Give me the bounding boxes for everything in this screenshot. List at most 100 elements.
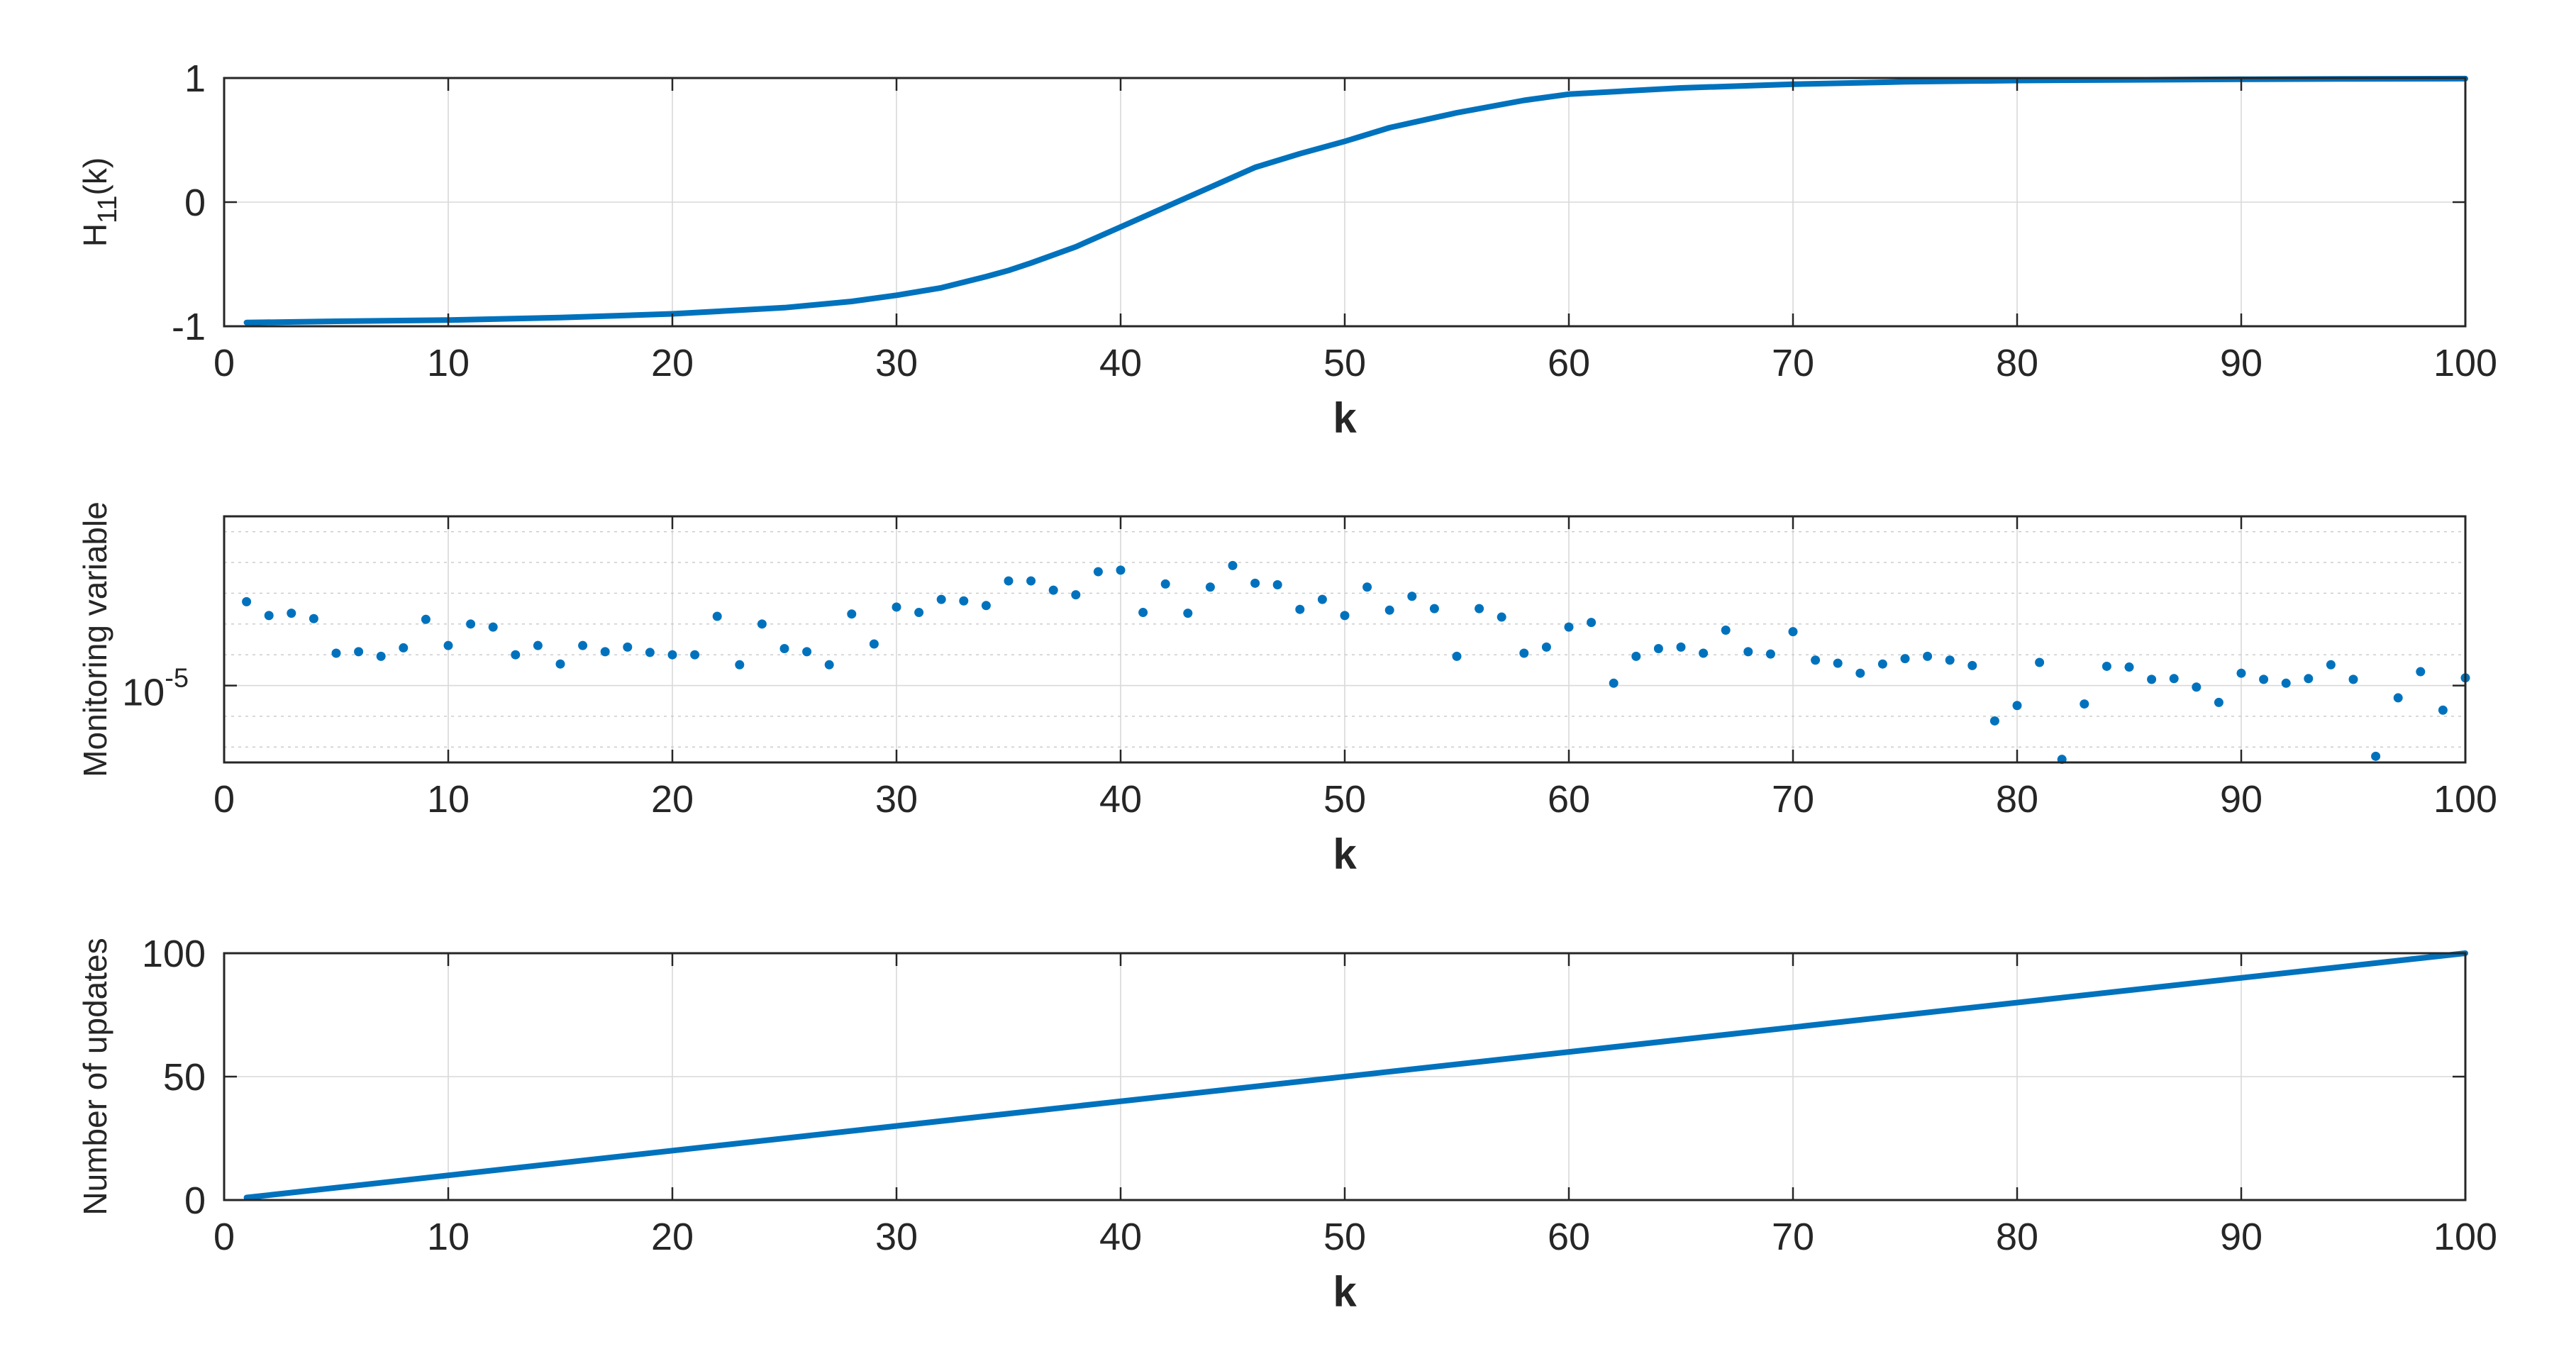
monitoring-data-point [645, 648, 655, 657]
monitoring-data-point [1295, 604, 1305, 614]
monitoring-y-tick-base: 10 [122, 672, 165, 714]
monitoring-data-point [264, 611, 274, 621]
monitoring-data-point [1765, 649, 1775, 659]
monitoring-data-point [667, 650, 677, 660]
monitoring-data-point [2259, 674, 2269, 684]
monitoring-data-point [1609, 678, 1619, 688]
monitoring-data-point [712, 611, 722, 621]
h11-x-tick-label: 70 [1772, 342, 1814, 384]
monitoring-x-tick-label: 20 [651, 778, 694, 821]
updates-axes: 0 10 20 30 40 50 60 70 80 90 100 0 50 100 k Number of… [77, 933, 2497, 1316]
monitoring-series [242, 560, 2470, 765]
monitoring-data-point [2371, 751, 2381, 761]
monitoring-data-point [2080, 699, 2089, 709]
h11-axes: 0 10 20 30 40 50 60 70 80 90 100-101 k H11(k) [77, 57, 2497, 442]
monitoring-data-point [1631, 651, 1641, 661]
monitoring-data-point [1721, 625, 1731, 635]
monitoring-data-point [2012, 701, 2022, 711]
h11-x-tick-label: 0 [213, 342, 235, 384]
monitoring-data-point [1541, 642, 1551, 652]
h11-y-axis-label-base: H [77, 223, 113, 247]
monitoring-data-point [309, 613, 318, 623]
monitoring-data-point [600, 647, 610, 657]
updates-x-tick-label: 10 [427, 1216, 470, 1258]
monitoring-data-point [757, 619, 767, 629]
monitoring-data-point [1811, 655, 1821, 665]
monitoring-data-point [1116, 565, 1126, 575]
monitoring-data-point [1587, 618, 1597, 628]
monitoring-data-point [914, 608, 924, 618]
monitoring-data-point [1272, 580, 1282, 590]
monitoring-data-point [443, 640, 453, 650]
monitoring-y-tick-exponent: -5 [165, 664, 189, 694]
monitoring-x-tick-label: 0 [213, 778, 235, 821]
monitoring-y-tick-label: 10-5 [122, 664, 189, 714]
h11-x-tick-label: 80 [1996, 342, 2038, 384]
monitoring-data-point [511, 650, 521, 660]
updates-series-line [243, 950, 2468, 1201]
monitoring-data-point [1160, 579, 1170, 589]
monitoring-data-point [2102, 661, 2111, 671]
monitoring-data-point [1452, 651, 1462, 661]
monitoring-data-point [354, 647, 364, 657]
monitoring-data-point [623, 642, 633, 652]
monitoring-data-point [779, 644, 789, 654]
monitoring-data-point [242, 596, 252, 606]
updates-x-tick-label: 60 [1548, 1216, 1590, 1258]
monitoring-x-axis-label: k [1333, 831, 1357, 878]
h11-x-axis-label: k [1333, 394, 1357, 442]
h11-x-tick-label: 20 [651, 342, 694, 384]
monitoring-data-point [1877, 659, 1887, 669]
monitoring-data-point [2236, 668, 2246, 678]
monitoring-data-point [2416, 667, 2426, 677]
monitoring-x-tick-label: 80 [1996, 778, 2038, 821]
monitoring-data-point [1407, 592, 1417, 601]
h11-y-axis-label-sub: 11 [93, 195, 123, 223]
monitoring-data-point [1138, 608, 1148, 618]
monitoring-data-point [1989, 716, 1999, 726]
monitoring-data-point [1653, 644, 1663, 654]
updates-x-tick-label: 90 [2220, 1216, 2263, 1258]
monitoring-data-point [690, 650, 700, 660]
monitoring-data-point [1743, 647, 1753, 657]
monitoring-data-point [869, 639, 879, 649]
monitoring-x-tick-label: 70 [1772, 778, 1814, 821]
monitoring-data-point [2326, 660, 2336, 670]
h11-y-axis-label-rest: (k) [77, 157, 113, 196]
monitoring-data-point [1004, 576, 1014, 586]
h11-y-tick-label: 1 [184, 57, 206, 100]
h11-x-tick-label: 60 [1548, 342, 1590, 384]
monitoring-data-point [287, 609, 296, 618]
monitoring-data-point [1564, 622, 1574, 632]
h11-x-tick-label: 100 [2433, 342, 2497, 384]
monitoring-data-point [331, 648, 341, 658]
monitoring-data-point [2192, 682, 2202, 692]
monitoring-data-point [735, 660, 745, 670]
monitoring-x-tick-label: 10 [427, 778, 470, 821]
updates-x-tick-label: 50 [1323, 1216, 1366, 1258]
h11-y-axis-label: H11(k) [77, 157, 123, 247]
monitoring-axes: 0 10 20 30 40 50 60 70 80 90 100 k Monitoring vari… [77, 501, 2497, 878]
monitoring-data-point [1048, 585, 1058, 595]
monitoring-data-point [1317, 594, 1327, 604]
monitoring-data-point [376, 651, 386, 661]
h11-y-tick-label: -1 [172, 306, 206, 348]
monitoring-data-point [1923, 651, 1933, 661]
monitoring-data-point [1093, 567, 1103, 577]
monitoring-data-point [936, 594, 946, 604]
monitoring-data-point [1699, 648, 1709, 658]
monitoring-data-point [1429, 604, 1439, 613]
updates-y-axis-label: Number of updates [77, 938, 113, 1215]
monitoring-data-point [824, 660, 834, 670]
monitoring-data-point [1362, 582, 1372, 592]
monitoring-data-point [802, 647, 812, 657]
h11-x-tick-label: 30 [875, 342, 918, 384]
updates-x-tick-label: 80 [1996, 1216, 2038, 1258]
monitoring-data-point [1205, 582, 1215, 592]
updates-x-tick-label: 30 [875, 1216, 918, 1258]
monitoring-data-point [959, 596, 969, 606]
updates-series [243, 950, 2468, 1201]
monitoring-data-point [2393, 693, 2403, 703]
